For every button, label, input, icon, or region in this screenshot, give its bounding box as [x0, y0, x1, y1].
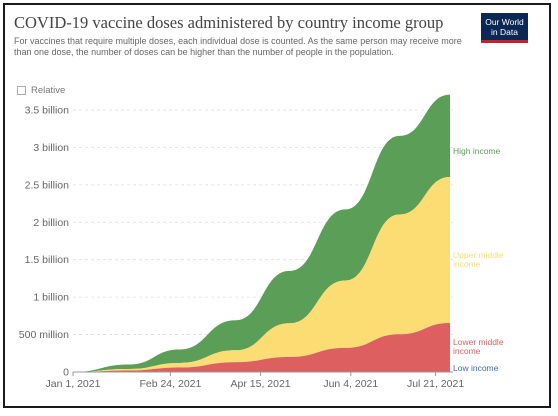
x-tick-label: Jan 1, 2021 — [46, 378, 101, 390]
y-tick-label: 2.5 billion — [25, 179, 70, 191]
logo-line-2: in Data — [491, 27, 518, 37]
series-label-high-income: High income — [453, 146, 501, 156]
area-upper-middle-income — [73, 177, 450, 372]
area-high-income — [73, 94, 450, 372]
x-tick-label: Jun 4, 2021 — [323, 378, 378, 390]
chart-title: COVID-19 vaccine doses administered by c… — [14, 13, 444, 32]
y-tick-label: 500 million — [19, 329, 69, 341]
y-tick-label: 2 billion — [33, 217, 69, 229]
chart-subtitle: For vaccines that require multiple doses… — [14, 36, 462, 57]
x-tick-label: Jul 21, 2021 — [407, 378, 464, 390]
series-label-line: Low income — [453, 363, 499, 373]
x-tick-label: Feb 24, 2021 — [139, 378, 201, 390]
relative-toggle[interactable]: Relative — [17, 85, 65, 96]
relative-checkbox[interactable] — [17, 86, 26, 95]
series-label-lower-middle-income: Lower middle income — [453, 337, 504, 356]
series-label-line: Lower middle — [453, 337, 504, 347]
y-tick-label: 1.5 billion — [25, 254, 70, 266]
series-label-low-income: Low income — [453, 363, 499, 373]
x-tick-label: Apr 15, 2021 — [231, 378, 291, 390]
series-label-line: income — [453, 259, 481, 269]
series-label-line: Upper middle — [453, 250, 504, 260]
logo-line-1: Our World — [485, 17, 524, 27]
series-label-line: High income — [453, 146, 501, 156]
series-label-upper-middle-income: Upper middle income — [453, 250, 504, 269]
y-tick-label: 3.5 billion — [25, 104, 70, 116]
series-label-line: income — [453, 346, 481, 356]
y-tick-label: 1 billion — [33, 292, 69, 304]
y-tick-label: 0 — [63, 367, 69, 379]
relative-label: Relative — [31, 85, 66, 96]
y-tick-label: 3 billion — [33, 142, 69, 154]
area-lower-middle-income — [73, 323, 450, 372]
owid-logo[interactable]: Our World in Data — [481, 13, 528, 43]
